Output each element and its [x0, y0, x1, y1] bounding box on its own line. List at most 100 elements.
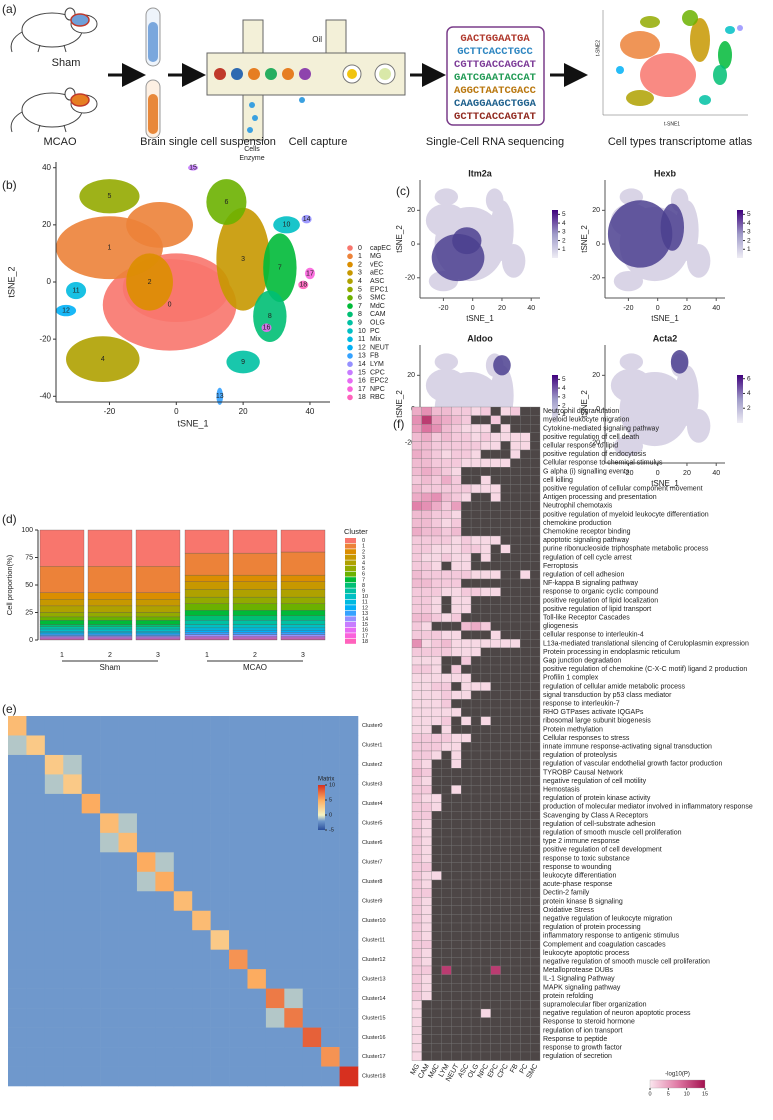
heatmap-cell	[155, 988, 175, 1009]
heatmap-cell	[8, 988, 27, 1009]
heatmap-cell	[100, 988, 119, 1009]
heatmap-cell	[421, 854, 432, 863]
heatmap-cell	[411, 467, 422, 476]
empty-cell	[441, 759, 452, 769]
empty-cell	[470, 897, 482, 906]
empty-cell	[451, 957, 462, 967]
empty-cell	[461, 630, 472, 640]
cluster-region	[206, 179, 247, 225]
heatmap-cell	[81, 910, 101, 931]
empty-cell	[530, 639, 541, 648]
bar-segment	[280, 615, 326, 621]
empty-cell	[520, 802, 531, 812]
empty-cell	[520, 922, 531, 932]
empty-cell	[461, 527, 472, 537]
heatmap-cell	[441, 449, 452, 459]
y-tick-label: 0	[411, 241, 415, 248]
legend-swatch	[345, 616, 356, 622]
heatmap-cell	[81, 930, 101, 950]
empty-cell	[520, 1008, 531, 1018]
empty-cell	[480, 983, 491, 992]
atlas-cluster	[640, 53, 696, 97]
heatmap-cell	[411, 742, 422, 752]
heatmap-cell	[63, 949, 82, 970]
heatmap-cell	[461, 432, 472, 442]
y-tick-label: 20	[407, 207, 415, 214]
heatmap-cell	[100, 1047, 119, 1067]
empty-cell	[500, 682, 511, 691]
heatmap-cell	[421, 699, 432, 709]
heatmap-cell	[421, 458, 432, 468]
heatmap-cell	[441, 570, 452, 580]
empty-cell	[490, 742, 501, 752]
empty-cell	[500, 879, 511, 889]
heatmap-cell	[173, 774, 193, 795]
empty-cell	[480, 707, 491, 717]
row-label: Protein processing in endoplasmic reticu…	[543, 649, 680, 656]
bar-segment	[184, 629, 230, 633]
heatmap-cell	[284, 716, 304, 736]
row-label: Scavenging by Class A Receptors	[543, 812, 649, 819]
row-label: Neutrophil degranulation	[543, 408, 619, 415]
empty-cell	[530, 467, 541, 476]
empty-cell	[520, 974, 531, 984]
empty-cell	[510, 518, 521, 528]
cell-cloud	[434, 188, 459, 206]
empty-cell	[520, 845, 531, 855]
heatmap-cell	[480, 639, 491, 648]
heatmap-cell	[431, 544, 442, 554]
heatmap-cell	[63, 969, 82, 989]
heatmap-cell	[63, 735, 82, 756]
row-label: Gap junction degradation	[543, 658, 621, 665]
bar-segment	[87, 626, 133, 630]
cluster-region	[226, 350, 260, 374]
empty-cell	[500, 785, 511, 795]
heatmap-cell	[8, 774, 27, 795]
heatmap-cell	[284, 735, 304, 756]
heatmap-cell	[339, 891, 359, 912]
heatmap-cell	[265, 813, 285, 834]
empty-cell	[441, 819, 452, 829]
empty-cell	[461, 862, 472, 872]
empty-cell	[441, 1008, 452, 1018]
heatmap-cell	[411, 604, 422, 614]
heatmap-cell	[192, 988, 211, 1009]
empty-cell	[500, 854, 511, 863]
empty-cell	[510, 931, 521, 941]
heatmap-cell	[421, 432, 432, 442]
cluster-id: 16	[263, 325, 271, 332]
empty-cell	[451, 828, 462, 838]
heatmap-cell	[421, 570, 432, 580]
empty-cell	[480, 836, 491, 846]
heatmap-cell	[8, 793, 27, 814]
heatmap-cell	[321, 852, 340, 873]
empty-cell	[451, 922, 462, 932]
heatmap-cell	[461, 492, 472, 502]
legend-swatch	[345, 543, 356, 549]
heatmap-cell	[118, 852, 138, 873]
heatmap-cell	[431, 570, 442, 580]
empty-cell	[530, 854, 541, 863]
empty-cell	[510, 656, 521, 666]
empty-cell	[431, 922, 442, 932]
y-tick-label: 100	[21, 527, 33, 534]
heatmap-cell	[155, 969, 175, 989]
heatmap-cell	[136, 1008, 156, 1028]
empty-cell	[490, 854, 501, 863]
heatmap-cell	[155, 735, 175, 756]
heatmap-cell	[421, 776, 432, 786]
heatmap-cell	[265, 910, 285, 931]
bar-segment	[39, 631, 85, 634]
empty-cell	[480, 725, 491, 734]
empty-cell	[520, 664, 531, 674]
heatmap-cell	[451, 639, 462, 648]
heatmap-cell	[451, 630, 462, 640]
chip-label: Oil	[312, 35, 322, 44]
empty-cell	[510, 983, 521, 992]
empty-cell	[520, 492, 531, 502]
heatmap-cell	[421, 475, 432, 485]
x-tick-label: 3	[156, 652, 160, 659]
cluster-region	[263, 233, 297, 302]
bar-segment	[87, 633, 133, 636]
column-label: CPC	[496, 1063, 509, 1079]
